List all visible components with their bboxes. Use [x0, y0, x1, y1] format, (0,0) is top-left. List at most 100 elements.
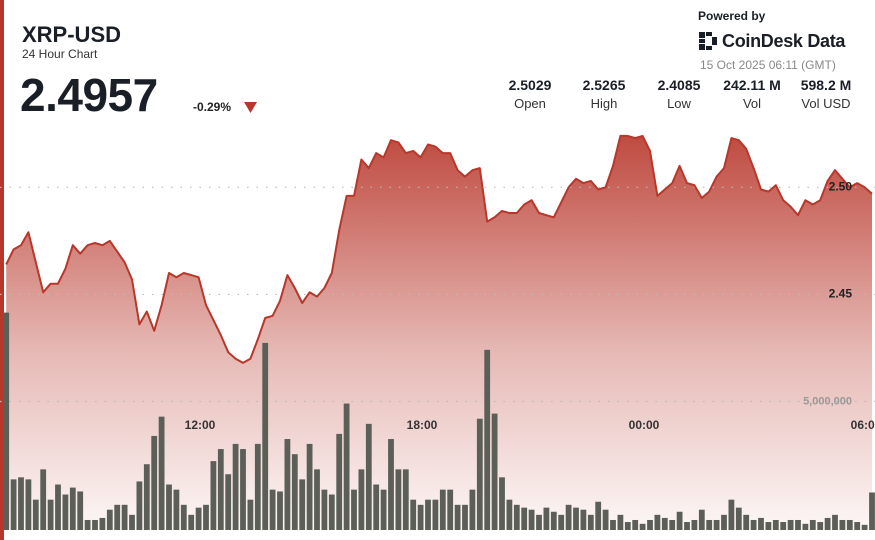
chart-title: XRP-USD	[22, 22, 122, 47]
y-tick-label: 5,000,000	[803, 395, 852, 407]
stat-label: Low	[667, 96, 691, 111]
brand-name: CoinDesk Data	[722, 31, 846, 51]
volume-bar	[721, 514, 727, 530]
volume-bar	[558, 514, 565, 530]
volume-bar	[277, 491, 283, 530]
volume-bar	[447, 489, 454, 530]
volume-bar	[573, 507, 579, 530]
volume-bar	[528, 509, 535, 530]
grid	[0, 186, 875, 403]
volume-bar	[306, 443, 313, 530]
volume-bar	[595, 501, 602, 530]
stat: 2.4085 Low	[639, 77, 719, 111]
volume-bar	[262, 342, 269, 530]
volume-bar	[343, 403, 350, 530]
volume-bar	[336, 433, 343, 530]
volume-bar	[210, 461, 217, 530]
x-tick-label: 18:00	[407, 418, 438, 432]
volume-bar	[180, 504, 187, 530]
volume-bar	[536, 514, 542, 530]
volume-bar	[25, 479, 32, 530]
volume-bar	[676, 511, 683, 530]
volume-bar	[62, 494, 69, 530]
volume-bar	[787, 519, 794, 530]
volume-bar	[735, 507, 742, 530]
accent-bar	[0, 0, 4, 540]
volume-bar	[743, 514, 750, 530]
volume-bar	[402, 469, 409, 530]
volume-bar	[543, 507, 550, 530]
down-arrow	[244, 102, 257, 113]
volume-bar	[328, 494, 335, 530]
volume-bar	[639, 523, 646, 530]
volume-bar	[47, 499, 54, 530]
volume-bar	[617, 514, 624, 530]
volume-bar	[314, 469, 320, 530]
volume-bar	[669, 519, 676, 530]
volume-bar	[143, 464, 150, 530]
volume-bar	[469, 489, 476, 530]
volume-bar	[661, 517, 668, 530]
stat-value: 242.11 M	[723, 77, 781, 93]
volume-bar	[624, 522, 631, 530]
stat-value: 2.5265	[582, 77, 626, 93]
volume-bar	[40, 469, 47, 530]
volume-bar	[587, 514, 594, 530]
volume-bar	[610, 519, 616, 530]
volume-bar	[809, 519, 816, 530]
volume-bar	[632, 519, 639, 530]
volume-bar	[158, 416, 165, 530]
volume-bar	[795, 519, 801, 530]
stat: 2.5029 Open	[490, 77, 570, 111]
volume-bar	[817, 522, 824, 530]
last-price: 2.4957	[20, 69, 158, 121]
volume-bar	[684, 522, 690, 530]
volume-bar	[439, 489, 446, 530]
volume-bar	[839, 519, 846, 530]
volume-bar	[506, 499, 513, 530]
volume-bar	[454, 504, 461, 530]
volume-bar	[232, 443, 239, 530]
area-fill	[6, 135, 872, 530]
volume-bar	[713, 519, 720, 530]
volume-bar	[114, 504, 121, 530]
volume-bar	[129, 514, 135, 530]
volume-bar	[166, 484, 172, 530]
volume-bar	[491, 413, 498, 530]
volume-bar	[521, 507, 528, 530]
volume-bar	[69, 487, 76, 530]
volume-bar	[425, 499, 431, 530]
price-layer	[5, 134, 873, 364]
stat: 242.11 M Vol	[712, 77, 792, 111]
volume-bar	[432, 499, 439, 530]
volume-bar	[291, 454, 298, 530]
volume-bar	[395, 469, 402, 530]
volume-bar	[854, 522, 861, 530]
volume-bar	[691, 519, 698, 530]
volume-bar	[321, 489, 328, 530]
volume-bar	[195, 507, 202, 530]
volume-bar	[654, 514, 661, 530]
volume-bar	[92, 519, 98, 530]
volume-bar	[358, 469, 365, 530]
price-line	[5, 134, 873, 364]
x-tick-label: 00:00	[629, 418, 660, 432]
volume-bar	[365, 423, 372, 530]
volume-bar	[462, 504, 468, 530]
volume-bar	[225, 474, 232, 530]
volume-bar	[802, 523, 809, 530]
volume-bar	[476, 418, 483, 530]
volume-bar	[698, 509, 705, 530]
volume-bar	[106, 509, 113, 530]
x-tick-label: 06:00	[851, 418, 875, 432]
volume-bar	[758, 517, 764, 530]
volume-bar	[380, 489, 387, 530]
volume-bar	[832, 514, 838, 530]
volume-bar	[173, 489, 180, 530]
volume-bar	[846, 519, 853, 530]
chart-subtitle: 24 Hour Chart	[22, 47, 98, 61]
volume-bar	[136, 481, 143, 530]
volume-bar	[499, 477, 505, 530]
